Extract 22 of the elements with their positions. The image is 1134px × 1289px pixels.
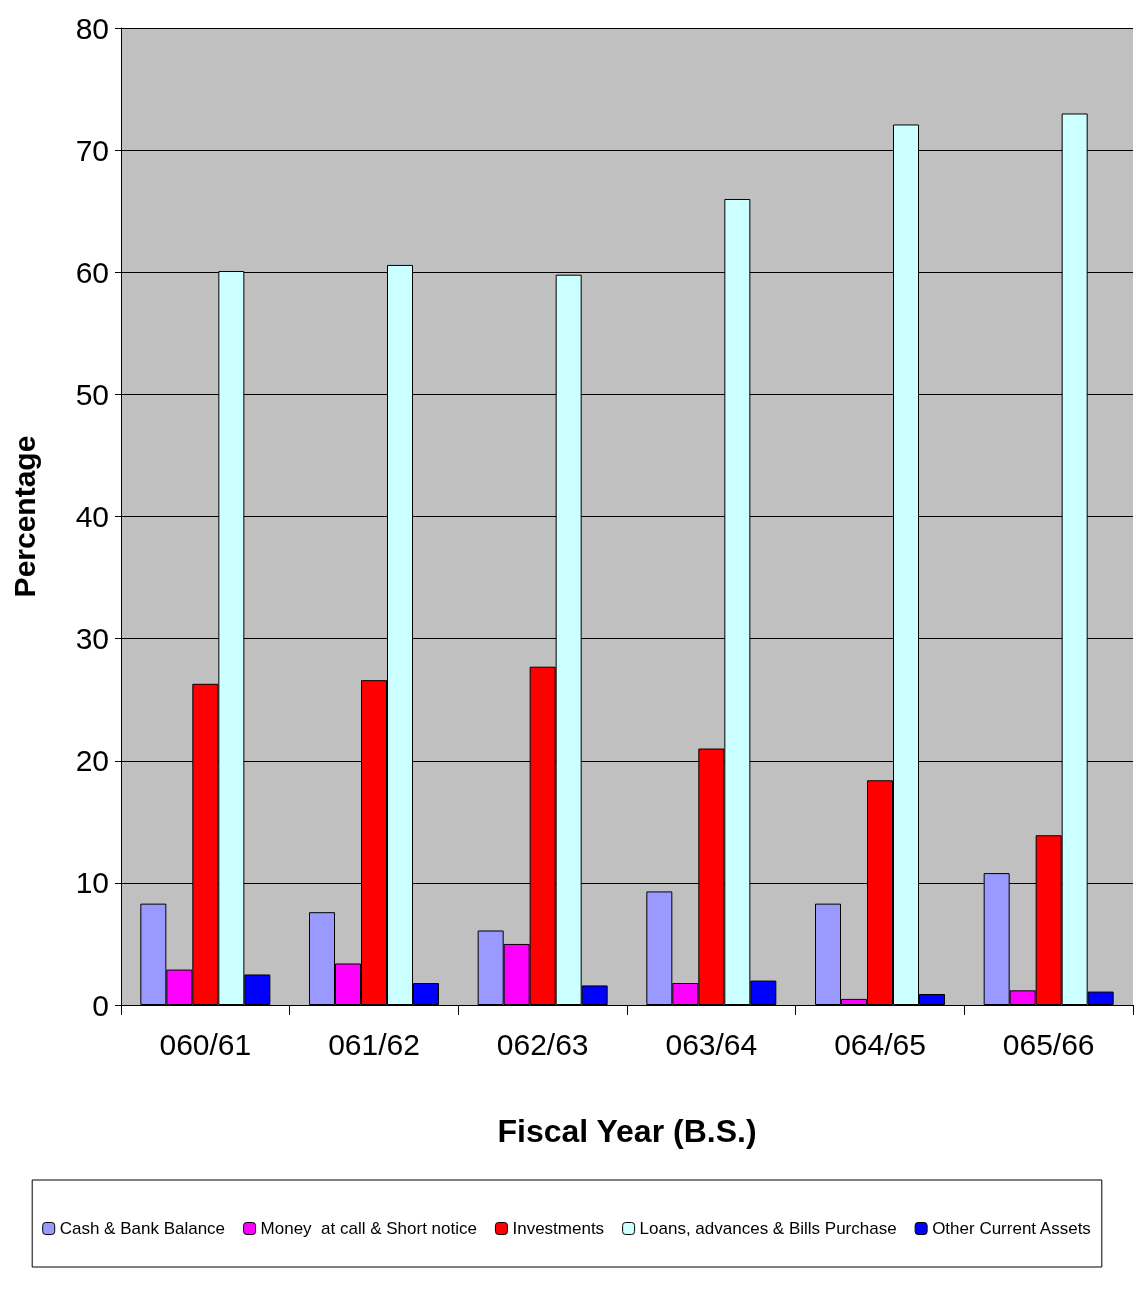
legend-label: Cash & Bank Balance (59, 1219, 226, 1238)
y-axis-title: Percentage (7, 435, 41, 598)
x-tick-label: 064/65 (834, 1027, 926, 1061)
y-tick-label: 20 (75, 744, 109, 778)
y-tick-label: 50 (75, 377, 109, 411)
y-tick-label: 70 (75, 133, 109, 167)
y-tick-label: 0 (92, 988, 109, 1022)
y-tick-label: 10 (75, 866, 109, 900)
x-tick-label: 063/64 (665, 1027, 758, 1061)
legend-label: Other Current Assets (932, 1219, 1091, 1238)
x-axis-title: Fiscal Year (B.S.) (497, 1113, 757, 1149)
y-tick-label: 80 (75, 11, 109, 45)
legend-label: Money at call & Short notice (260, 1219, 477, 1238)
x-tick-label: 062/63 (496, 1027, 589, 1061)
y-tick-label: 40 (75, 500, 109, 533)
y-tick-label: 60 (75, 255, 109, 289)
x-tick-label: 065/66 (1002, 1027, 1095, 1061)
x-tick-label: 060/61 (159, 1027, 252, 1061)
x-tick-label: 061/62 (328, 1027, 420, 1061)
legend-label: Investments (512, 1219, 605, 1238)
legend-label: Loans, advances & Bills Purchase (639, 1219, 897, 1238)
y-tick-label: 30 (75, 622, 109, 656)
